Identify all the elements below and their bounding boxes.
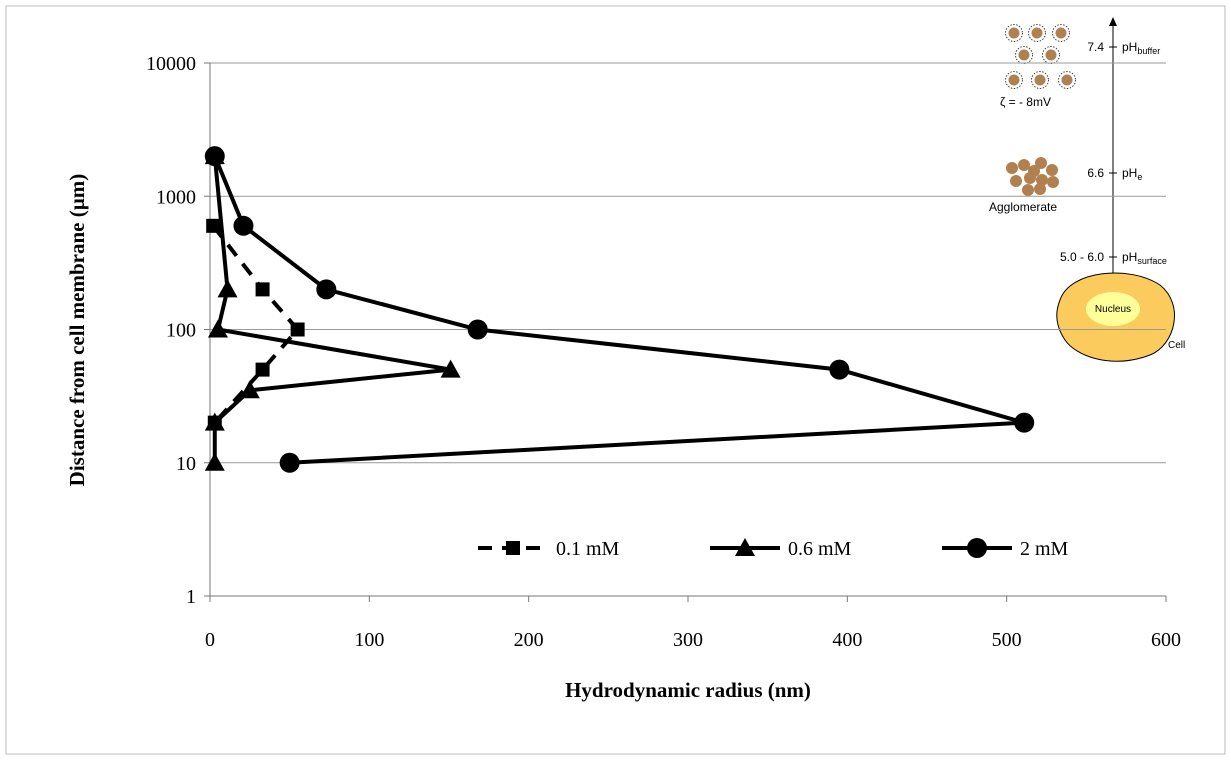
marker	[217, 279, 238, 298]
annotation: pHbuffer	[1122, 40, 1160, 56]
y-tick-label: 10000	[146, 53, 196, 75]
x-tick-label: 500	[992, 629, 1022, 651]
annotation: 7.4	[1087, 40, 1104, 54]
annotation: 6.6	[1087, 166, 1104, 180]
particle-shell	[1052, 24, 1070, 42]
annotation: Cell	[1168, 340, 1185, 351]
x-axis-title: Hydrodynamic radius (nm)	[565, 678, 811, 702]
annotation: e	[1137, 172, 1142, 182]
particle	[1018, 49, 1030, 61]
particle	[1045, 49, 1057, 61]
legend-label: 2 mM	[1020, 538, 1069, 560]
marker	[440, 359, 461, 378]
marker	[829, 359, 850, 380]
particle	[1035, 157, 1047, 169]
marker	[467, 319, 488, 340]
particle-shell	[1028, 24, 1046, 42]
x-tick-label: 600	[1151, 629, 1181, 651]
y-tick-label: 1	[186, 586, 196, 608]
particle	[1055, 27, 1067, 39]
x-tick-label: 200	[514, 629, 544, 651]
arrow-head	[1109, 17, 1117, 26]
marker	[1014, 412, 1035, 433]
annotation: buffer	[1137, 46, 1160, 56]
plot: 1 10 100 1000 10000 0 100 200 300 400 500 600	[146, 53, 1181, 651]
marker	[204, 146, 225, 167]
annotation: pH	[1122, 250, 1137, 264]
marker	[233, 215, 254, 236]
y-axis-title: Distance from cell membrane (µm)	[65, 174, 89, 487]
annotation: Agglomerate	[989, 200, 1057, 214]
legend-label: 0.6 mM	[788, 538, 852, 560]
legend-marker	[506, 541, 520, 555]
marker	[316, 279, 337, 300]
frame	[5, 5, 1226, 755]
marker	[239, 380, 260, 399]
particles	[1005, 24, 1076, 196]
y-tick-label: 10	[176, 453, 196, 475]
marker	[206, 218, 221, 233]
particle	[1018, 159, 1030, 171]
x-tick-label: 100	[354, 629, 384, 651]
x-tick-label: 400	[832, 629, 862, 651]
annotation: pHsurface	[1122, 250, 1167, 266]
annotation: pH	[1122, 40, 1137, 54]
x-tick-label: 300	[673, 629, 703, 651]
legend-marker	[967, 538, 987, 558]
marker	[279, 452, 300, 473]
annotation: 5.0 - 6.0	[1060, 250, 1104, 264]
particle-shell	[1058, 71, 1076, 89]
particle	[1028, 165, 1040, 177]
inset: 7.4 pHbuffer ζ = - 8mV 6.6 pHe Agglomera…	[989, 17, 1185, 362]
legend-marker	[735, 538, 755, 556]
particle	[1006, 162, 1018, 174]
particle-shell	[1005, 71, 1023, 89]
nucleus	[1086, 292, 1140, 326]
annotation: Nucleus	[1095, 304, 1131, 315]
marker	[204, 452, 225, 471]
annotation: pH	[1122, 166, 1137, 180]
particle	[1031, 27, 1043, 39]
particle	[1034, 74, 1046, 86]
annotation: surface	[1137, 256, 1167, 266]
annotation: pHe	[1122, 166, 1142, 182]
annotation: ζ = - 8mV	[1000, 95, 1051, 109]
particle	[1022, 184, 1034, 196]
y-tick-label: 100	[166, 320, 196, 342]
particle	[1008, 74, 1020, 86]
marker	[255, 362, 270, 377]
particle	[1008, 27, 1020, 39]
marker	[204, 412, 225, 431]
particle	[1036, 174, 1048, 186]
legend-label: 0.1 mM	[556, 538, 620, 560]
particle	[1034, 183, 1046, 195]
marker	[255, 282, 270, 297]
particle	[1046, 164, 1058, 176]
particle-shell	[1005, 24, 1023, 42]
marker	[207, 319, 228, 338]
x-tick-label: 0	[205, 629, 215, 651]
particle-shell	[1031, 71, 1049, 89]
marker	[290, 322, 305, 337]
particle	[1010, 175, 1022, 187]
particle	[1061, 74, 1073, 86]
y-tick-label: 1000	[156, 186, 196, 208]
particle	[1047, 176, 1059, 188]
